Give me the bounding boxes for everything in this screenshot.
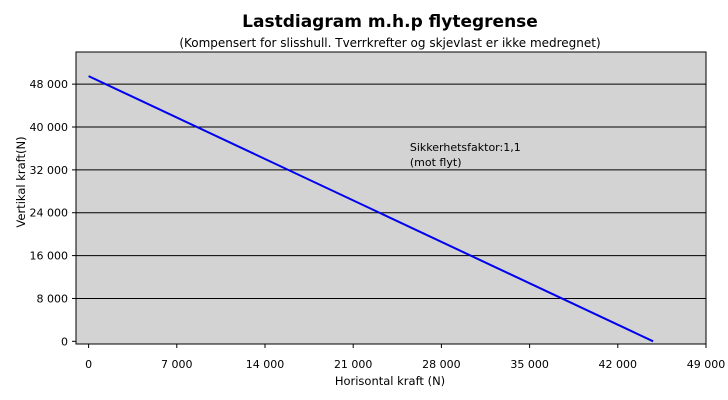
series-line <box>88 75 654 343</box>
y-tick-label: 16 000 <box>30 250 69 263</box>
y-axis-label: Vertikal kraft(N) <box>14 136 28 227</box>
y-tick-label: 40 000 <box>30 121 69 134</box>
x-tick-label: 0 <box>85 358 92 371</box>
chart-title: Lastdiagram m.h.p flytegrense <box>242 12 538 32</box>
grid-lines <box>76 83 706 299</box>
x-tick-label: 14 000 <box>246 358 285 371</box>
y-tick-label: 32 000 <box>30 164 69 177</box>
annotation-line-1: Sikkerhetsfaktor:1,1 <box>410 141 521 154</box>
series-group <box>88 75 654 343</box>
y-tick-label: 0 <box>61 335 68 348</box>
x-tick-label: 21 000 <box>334 358 373 371</box>
plot-area <box>75 51 707 345</box>
x-tick-label: 7 000 <box>161 358 193 371</box>
y-tick-label: 24 000 <box>30 207 69 220</box>
x-tick-label: 35 000 <box>510 358 549 371</box>
x-tick-label: 42 000 <box>599 358 638 371</box>
x-axis-label: Horisontal kraft (N) <box>335 374 445 388</box>
y-tick-label: 48 000 <box>30 78 69 91</box>
y-tick-label: 8 000 <box>37 292 69 305</box>
annotation-line-2: (mot flyt) <box>410 156 462 169</box>
y-axis-ticks: 0 8 000 16 000 24 000 32 000 40 000 48 000 <box>30 78 76 348</box>
x-axis-ticks: 0 7 000 14 000 21 000 28 000 35 000 42 000 49 0… <box>85 344 725 371</box>
chart-subtitle: (Kompensert for slisshull. Tverrkrefter … <box>179 36 600 50</box>
x-tick-label: 49 000 <box>687 358 726 371</box>
x-tick-label: 28 000 <box>422 358 461 371</box>
